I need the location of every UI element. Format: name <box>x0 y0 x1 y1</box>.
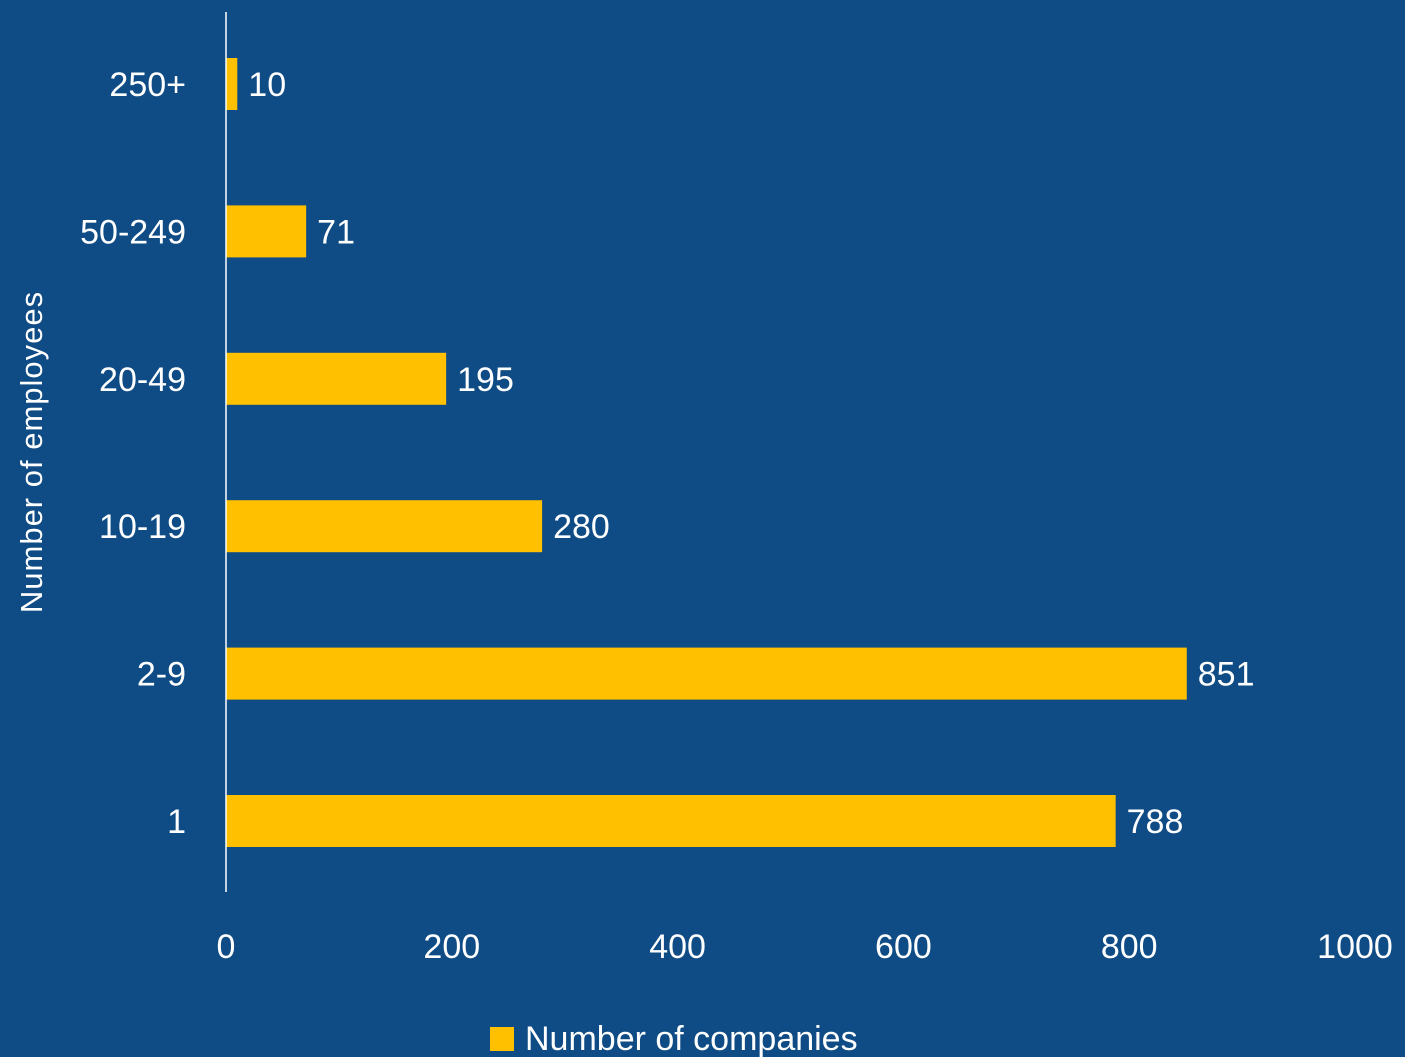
x-tick-labels: 0 200 400 600 800 1000 <box>217 928 1393 966</box>
x-tick-1000: 1000 <box>1317 928 1393 966</box>
category-label-10-19: 10-19 <box>99 508 186 546</box>
data-label-20-49: 195 <box>457 361 514 399</box>
data-label-250+: 10 <box>248 66 286 104</box>
legend: Number of companies <box>490 1020 858 1057</box>
legend-swatch <box>490 1027 514 1051</box>
data-label-10-19: 280 <box>553 508 610 546</box>
x-tick-200: 200 <box>423 928 480 966</box>
bar-1 <box>226 795 1116 847</box>
bar-2-9 <box>226 647 1187 700</box>
x-tick-0: 0 <box>217 928 236 966</box>
data-label-50-249: 71 <box>317 213 355 251</box>
category-label-250+: 250+ <box>109 66 186 104</box>
bars-group: 10 71 195 280 851 788 <box>226 58 1255 847</box>
bar-50-249 <box>226 205 307 258</box>
bar-10-19 <box>226 500 543 553</box>
legend-label: Number of companies <box>525 1020 858 1057</box>
category-label-50-249: 50-249 <box>80 213 186 251</box>
category-label-1: 1 <box>167 803 186 841</box>
bar-20-49 <box>226 352 447 405</box>
data-label-2-9: 851 <box>1198 656 1255 694</box>
x-tick-600: 600 <box>875 928 932 966</box>
y-axis-title: Number of employees <box>14 291 49 613</box>
category-labels: 250+ 50-249 20-49 10-19 2-9 1 <box>80 66 186 841</box>
x-tick-400: 400 <box>649 928 706 966</box>
category-label-2-9: 2-9 <box>137 656 186 694</box>
data-label-1: 788 <box>1127 803 1184 841</box>
category-label-20-49: 20-49 <box>99 361 186 399</box>
bar-250+ <box>226 58 238 110</box>
x-tick-800: 800 <box>1101 928 1158 966</box>
